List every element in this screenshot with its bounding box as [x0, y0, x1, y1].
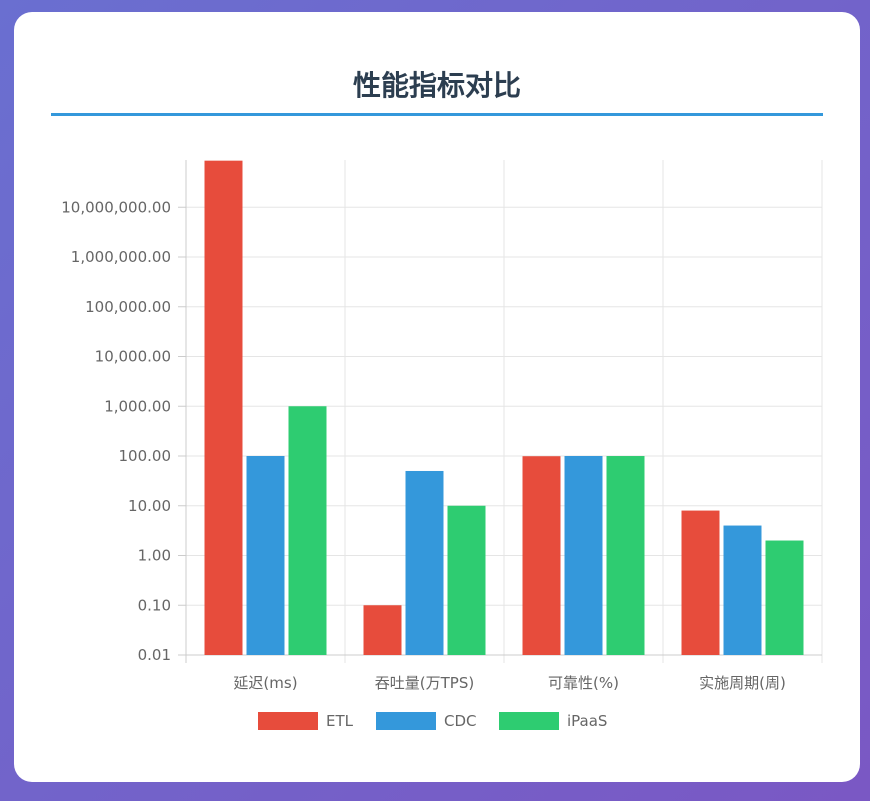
- bar-cdc-0[interactable]: [246, 456, 285, 655]
- bar-ipaas-3[interactable]: [765, 540, 804, 655]
- y-tick-label: 1.00: [138, 547, 171, 565]
- bar-etl-3[interactable]: [681, 510, 720, 655]
- bar-etl-2[interactable]: [522, 456, 561, 655]
- y-tick-label: 100,000.00: [85, 298, 171, 316]
- y-tick-label: 0.01: [138, 646, 171, 664]
- x-tick-label: 可靠性(%): [548, 674, 619, 692]
- bar-etl-1[interactable]: [363, 605, 402, 655]
- x-tick-label: 延迟(ms): [233, 674, 297, 692]
- legend-swatch-ipaas[interactable]: [499, 712, 559, 730]
- title-underline: [51, 113, 823, 116]
- legend-label-cdc[interactable]: CDC: [444, 712, 477, 730]
- y-tick-label: 100.00: [119, 447, 172, 465]
- x-tick-label: 吞吐量(万TPS): [375, 674, 474, 692]
- bar-ipaas-0[interactable]: [288, 406, 327, 655]
- y-tick-label: 10.00: [128, 497, 171, 515]
- chart-title: 性能指标对比: [352, 69, 521, 102]
- y-tick-label: 1,000.00: [104, 397, 171, 415]
- y-tick-label: 0.10: [138, 596, 171, 614]
- bar-ipaas-2[interactable]: [606, 456, 645, 655]
- y-tick-label: 10,000.00: [95, 348, 171, 366]
- legend-swatch-etl[interactable]: [258, 712, 318, 730]
- y-tick-label: 1,000,000.00: [71, 248, 171, 266]
- bar-ipaas-1[interactable]: [447, 505, 486, 655]
- x-tick-label: 实施周期(周): [699, 674, 786, 692]
- bar-cdc-2[interactable]: [564, 456, 603, 655]
- bar-cdc-1[interactable]: [405, 470, 444, 655]
- bar-etl-0[interactable]: [204, 160, 243, 655]
- y-tick-label: 10,000,000.00: [61, 198, 171, 216]
- legend-label-etl[interactable]: ETL: [326, 712, 354, 730]
- legend-swatch-cdc[interactable]: [376, 712, 436, 730]
- legend-label-ipaas[interactable]: iPaaS: [567, 712, 607, 730]
- bar-cdc-3[interactable]: [723, 525, 762, 655]
